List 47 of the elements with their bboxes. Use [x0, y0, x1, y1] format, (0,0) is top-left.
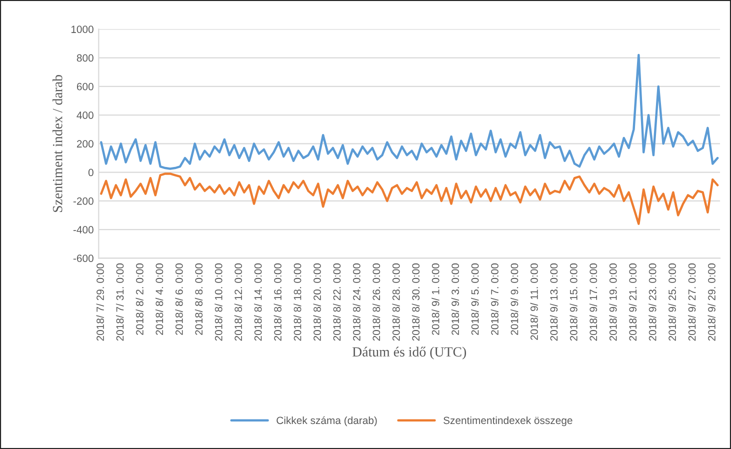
x-tick-label: 2018/ 9/ 21. 0:00: [628, 263, 637, 341]
x-tick-label: 2018/ 9/ 1. 0:00: [432, 263, 440, 335]
y-tick-label: 200: [76, 140, 94, 148]
y-tick-label: 400: [76, 112, 94, 119]
y-tick-label: -200: [73, 197, 94, 205]
x-tick-label: 2018/ 9/ 27. 0:00: [688, 263, 696, 341]
y-tick-label: -600: [73, 254, 94, 262]
x-tick-label: 2018/ 7/ 31. 0:00: [116, 263, 124, 341]
y-tick-label: 800: [76, 54, 94, 62]
x-tick-label: 2018/ 9/ 9. 0:00: [510, 263, 518, 335]
x-tick-label: 2018/ 9/ 7. 0:00: [490, 263, 498, 335]
x-tick-label: 2018/ 8/ 26. 0:00: [372, 263, 380, 341]
x-tick-label: 2018/ 7/ 29. 0:00: [96, 263, 104, 341]
y-tick-label: 0: [88, 168, 94, 176]
x-tick-label: 2018/ 9/ 11. 0:00: [530, 263, 538, 340]
x-tick-label: 2018/ 8/ 6. 0:00: [175, 263, 183, 335]
x-tick-label: 2018/ 8/ 10. 0:00: [214, 263, 222, 341]
x-tick-label: 2018/ 9/ 17. 0:00: [589, 263, 598, 341]
x-tick-label: 2018/ 8/ 12. 0:00: [234, 263, 242, 341]
line-series: [100, 54, 719, 170]
x-tick-label: 2018/ 8/ 2. 0:00: [136, 263, 144, 335]
x-tick-label: 2018/ 8/ 22. 0:00: [333, 263, 341, 341]
y-tick-label: 1000: [71, 26, 94, 34]
x-tick-label: 2018/ 8/ 24. 0:00: [352, 263, 360, 341]
x-tick-label: 2018/ 9/ 3. 0:00: [451, 263, 460, 335]
y-tick-label: -400: [73, 226, 94, 234]
x-tick-label: 2018/ 8/ 30. 0:00: [412, 263, 420, 341]
x-tick-label: 2018/ 9/ 19. 0:00: [609, 263, 617, 341]
x-tick-label: 2018/ 8/ 8. 0:00: [194, 263, 203, 335]
x-tick-label: 2018/ 9/ 25. 0:00: [668, 263, 676, 341]
x-tick-label: 2018/ 9/ 5. 0:00: [471, 263, 479, 335]
x-tick-label: 2018/ 8/ 16. 0:00: [274, 263, 282, 341]
x-tick-label: 2018/ 8/ 20. 0:00: [313, 263, 321, 341]
legend-label: Szentimentindexek összege: [444, 416, 572, 426]
x-tick-label: 2018/ 8/ 18. 0:00: [294, 263, 302, 341]
y-tick-label: 600: [76, 82, 94, 90]
x-tick-label: 2018/ 9/ 29. 0:00: [708, 263, 716, 341]
x-tick-label: 2018/ 9/ 15. 0:00: [570, 263, 578, 341]
x-tick-label: 2018/ 9/ 13. 0:00: [550, 263, 558, 341]
legend-label: Cikkek száma (darab): [276, 416, 377, 426]
line-series: [100, 172, 719, 225]
x-axis-title: Dátum és idő (UTC): [352, 346, 466, 360]
x-tick-label: 2018/ 8/ 28. 0:00: [392, 263, 400, 341]
x-tick-label: 2018/ 8/ 4. 0:00: [155, 263, 164, 335]
x-tick-label: 2018/ 8/ 14. 0:00: [254, 263, 262, 341]
y-axis-title: Szentiment index / darab: [52, 74, 62, 212]
x-tick-label: 2018/ 9/ 23. 0:00: [648, 263, 656, 341]
